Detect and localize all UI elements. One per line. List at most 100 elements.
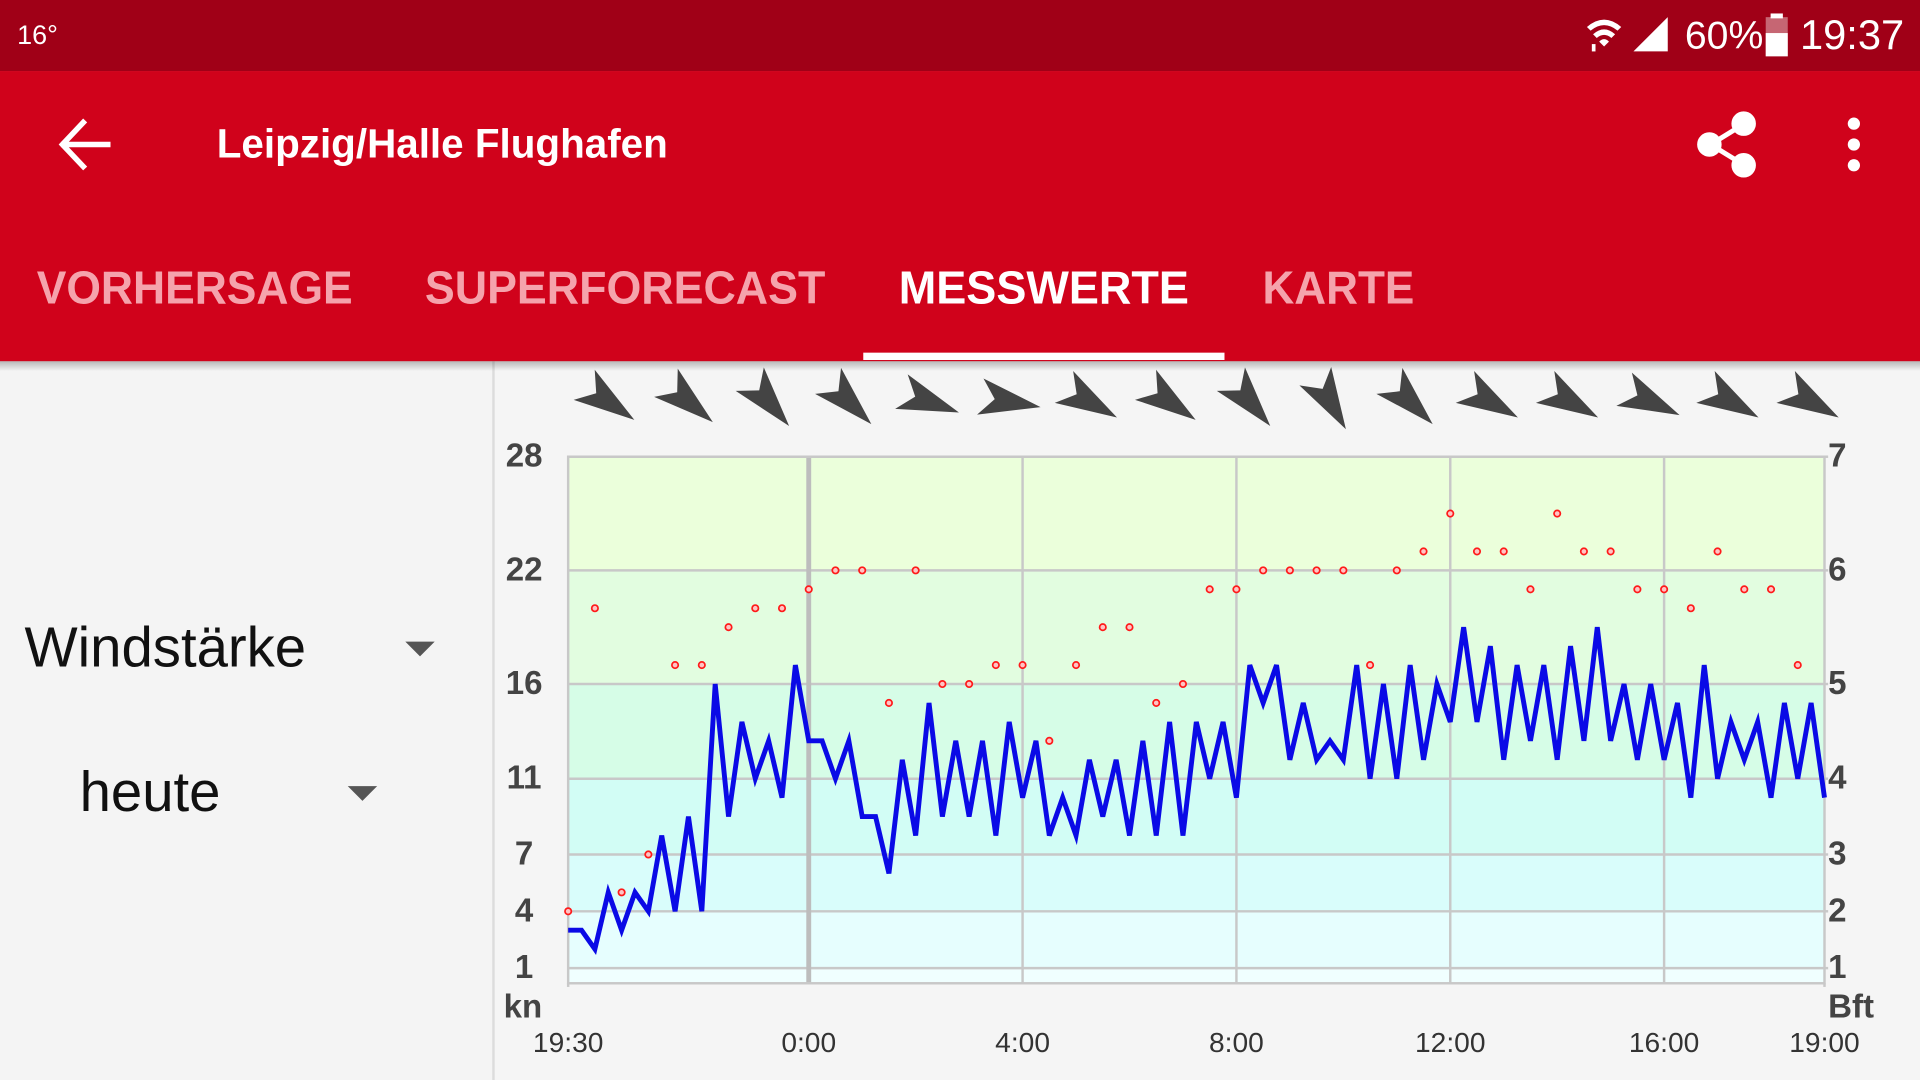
y-tick-label: 11 (507, 760, 542, 797)
gust-dot (804, 585, 813, 594)
wind-direction-arrow (977, 378, 1041, 415)
wind-band (568, 854, 1825, 912)
battery-level: 60% (1685, 14, 1763, 57)
y-tick-label: 22 (506, 551, 543, 588)
x-tick-label: 4:00 (995, 1027, 1050, 1058)
gust-dot (671, 661, 680, 670)
y2-tick-label: 2 (1828, 892, 1846, 929)
wind-direction-arrow (1299, 366, 1346, 430)
wind-direction-arrow (1696, 371, 1759, 418)
toolbar-shadow (0, 361, 1920, 372)
wind-direction-arrow (654, 368, 713, 423)
gust-dot (1339, 566, 1348, 575)
gust-dot (1553, 509, 1562, 518)
gust-dot (991, 661, 1000, 670)
wind-direction-arrow (1776, 371, 1839, 418)
gust-dot (1472, 547, 1482, 556)
wind-direction-arrow (895, 374, 959, 413)
gust-dot (1419, 547, 1428, 556)
gust-dot (1259, 566, 1268, 575)
gust-dot (697, 661, 706, 670)
gust-dot (1579, 547, 1588, 556)
station-title: Leipzig/Halle Flughafen (217, 121, 668, 167)
wind-direction-arrow (815, 367, 872, 425)
wifi-icon (1586, 19, 1622, 52)
toolbar (0, 71, 1920, 362)
wind-direction-arrow (1134, 369, 1196, 420)
x-tick-label: 0:00 (781, 1027, 836, 1058)
wind-direction-arrow (573, 369, 635, 420)
y2-tick-label: 6 (1828, 551, 1846, 588)
menu-button[interactable] (1847, 117, 1860, 172)
y2-tick-label: 1 (1828, 949, 1846, 986)
wind-direction-arrow (1535, 371, 1599, 418)
gust-dot (1312, 566, 1321, 575)
gust-dot (617, 888, 626, 897)
y-tick-label: 7 (515, 835, 533, 872)
wind-direction-arrow (1216, 367, 1271, 427)
gust-dot (1392, 566, 1401, 575)
gust-dot (1499, 547, 1508, 556)
gust-dot (1793, 661, 1802, 670)
chart: kn Bft 1 4 7 11 16 22 28 1 2 3 4 5 6 7 19:30 0:00 4:00 8:… (504, 366, 1874, 1058)
x-tick-label: 19:00 (1789, 1027, 1859, 1058)
x-tick-label: 16:00 (1629, 1027, 1699, 1058)
y2-tick-label: 4 (1828, 760, 1847, 797)
tab[interactable]: SUPERFORECAST (425, 262, 825, 314)
gust-dot (1205, 585, 1214, 594)
battery-icon (1765, 13, 1788, 57)
y-tick-label: 16 (506, 665, 543, 702)
wind-band (568, 968, 1825, 984)
y2-tick-label: 5 (1828, 665, 1846, 702)
wind-band (568, 456, 1825, 571)
gust-dot (1045, 736, 1054, 745)
gust-dot (1018, 661, 1027, 670)
gust-dot (965, 679, 974, 689)
gust-dot (831, 566, 840, 575)
y2-tick-label: 7 (1828, 438, 1846, 475)
gust-dot (1606, 547, 1615, 556)
clock: 19:37 (1800, 11, 1904, 58)
wind-band (568, 570, 1825, 685)
wind-band (568, 911, 1825, 969)
plot-frame (566, 455, 1826, 985)
gust-dot (1713, 547, 1722, 556)
gust-dot (1285, 566, 1294, 575)
period-dropdown[interactable]: heute (80, 760, 221, 823)
wind-direction-arrow (1054, 371, 1117, 418)
tab[interactable]: MESSWERTE (899, 262, 1189, 314)
y-tick-label: 4 (515, 892, 534, 929)
gust-dot (777, 604, 787, 613)
gust-dot (1660, 585, 1669, 594)
gust-dot (724, 623, 733, 632)
y-axis-unit: kn (504, 989, 543, 1026)
y2-tick-label: 3 (1828, 835, 1846, 872)
gust-dot (1766, 585, 1776, 594)
gust-dot (1686, 604, 1695, 613)
gust-dot (1071, 661, 1081, 670)
tab[interactable]: VORHERSAGE (37, 262, 353, 314)
tab[interactable]: KARTE (1262, 262, 1414, 314)
gust-dot (1098, 623, 1107, 632)
gust-dot (1152, 698, 1161, 707)
dropdown-arrow (347, 786, 378, 801)
wind-speed-line (568, 626, 1827, 956)
back-button[interactable] (58, 118, 111, 171)
parameter-dropdown[interactable]: Windstärke (24, 615, 306, 678)
temperature: 16° (17, 20, 58, 50)
gust-dot (938, 679, 947, 689)
wind-direction-arrow (1616, 372, 1680, 416)
gust-dot (1446, 509, 1455, 518)
gust-dot (1633, 585, 1642, 594)
wind-band (568, 778, 1825, 855)
wind-direction-arrow (735, 367, 790, 427)
wind-direction-arrow (1376, 367, 1433, 425)
x-tick-label: 19:30 (533, 1027, 603, 1058)
x-tick-label: 12:00 (1415, 1027, 1485, 1058)
y-tick-label: 28 (506, 438, 543, 475)
tab-indicator (863, 352, 1225, 360)
status-bar (0, 0, 1920, 72)
share-button[interactable] (1697, 111, 1756, 178)
gust-dot (858, 566, 867, 575)
